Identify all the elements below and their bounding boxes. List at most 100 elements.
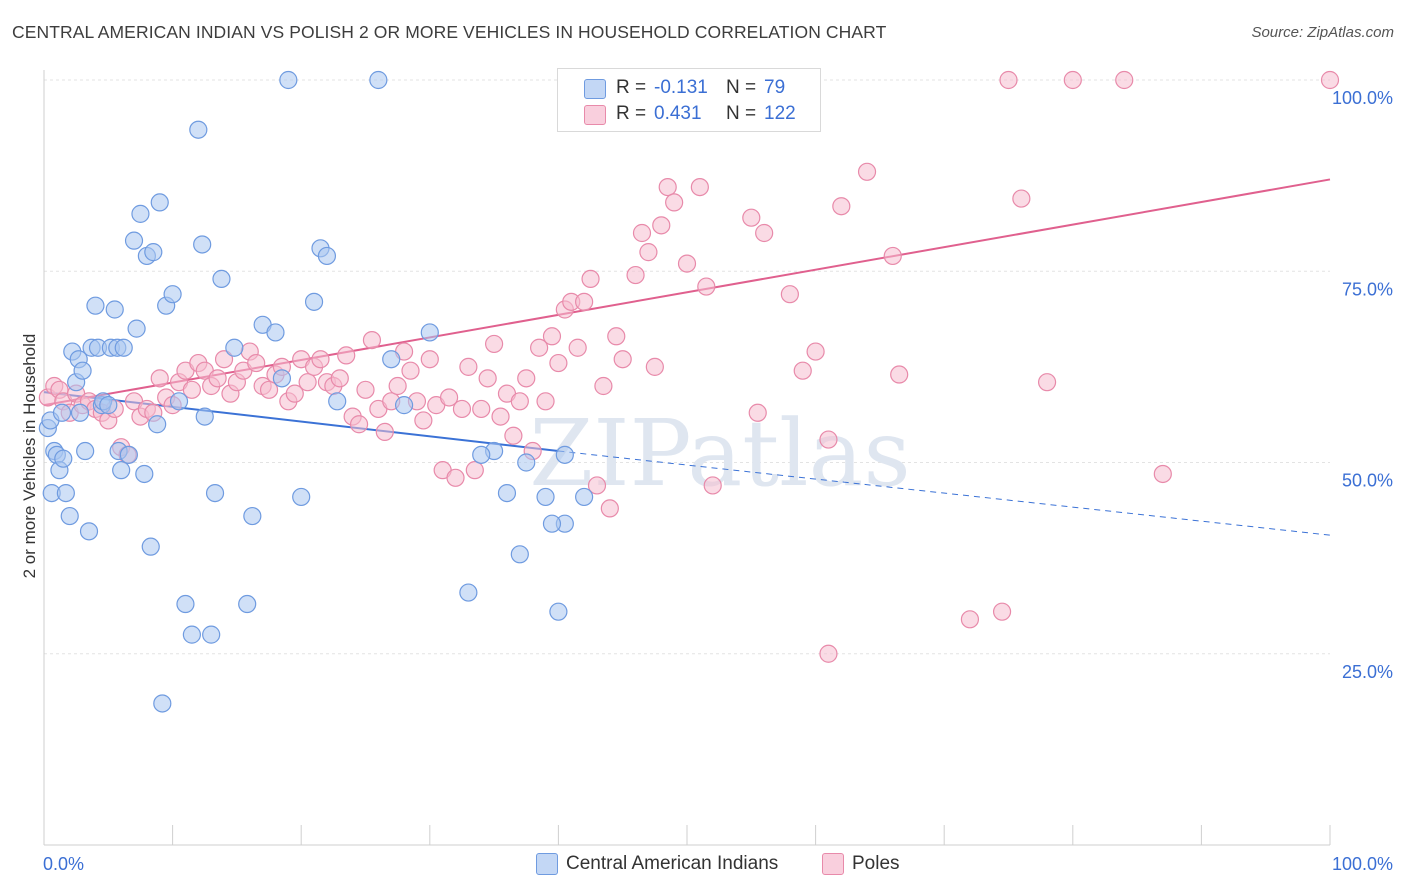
central-american-indians-point (141, 537, 160, 556)
central-american-indians-point (205, 484, 225, 503)
central-american-indians-point (243, 506, 262, 526)
poles-point (311, 350, 330, 369)
poles-point (626, 265, 645, 285)
poles-point (182, 380, 201, 399)
poles-point (349, 415, 369, 434)
central-american-indians-point (292, 487, 311, 507)
central-american-indians-point (79, 522, 99, 541)
poles-point (530, 338, 549, 357)
legend-r-label: R = (616, 103, 647, 124)
central-american-indians-point (542, 514, 562, 533)
central-american-indians-point (105, 300, 124, 319)
central-american-indians-point (124, 231, 144, 250)
poles-point (645, 357, 664, 376)
legend-swatch-blue (536, 853, 558, 875)
poles-point (594, 376, 613, 396)
poles-point (401, 361, 420, 380)
poles-point (1153, 464, 1172, 484)
x-tick-label: 0.0% (43, 854, 84, 874)
x-tick-label: 100.0% (1332, 854, 1393, 874)
poles-point (485, 334, 504, 354)
central-american-indians-point (112, 461, 131, 480)
poles-point (388, 376, 407, 396)
central-american-indians-point (369, 70, 388, 90)
central-american-indians-point (212, 269, 231, 288)
legend-r-value: -0.131 (654, 77, 708, 98)
poles-point (465, 461, 484, 480)
central-american-indians-point (195, 407, 214, 426)
poles-point (793, 361, 812, 380)
poles-point (1037, 373, 1057, 392)
central-american-indians-point (497, 484, 517, 503)
legend-n-value: 122 (764, 103, 796, 124)
central-american-indians-point (150, 193, 169, 212)
central-american-indians-point (148, 415, 167, 434)
poles-point (504, 426, 523, 445)
poles-point (690, 178, 709, 197)
poles-point (613, 350, 632, 369)
legend-n-label: N = (726, 77, 757, 98)
poles-point (214, 350, 234, 369)
poles-point (999, 70, 1018, 90)
legend-swatch-pink (584, 105, 606, 125)
poles-point (247, 353, 266, 373)
poles-point (806, 342, 825, 361)
poles-point (1115, 70, 1134, 90)
central-american-indians-point (54, 449, 73, 468)
central-american-indians-point (182, 625, 201, 644)
central-american-indians-point (225, 338, 244, 357)
source-label: Source: ZipAtlas.com (1251, 24, 1394, 41)
legend-label: Poles (852, 853, 900, 874)
chart-title: CENTRAL AMERICAN INDIAN VS POLISH 2 OR M… (12, 22, 887, 42)
poles-point (439, 388, 459, 407)
central-american-indians-point (536, 487, 555, 507)
central-american-indians-point (382, 350, 401, 369)
poles-point (755, 223, 774, 243)
poles-point (607, 327, 626, 346)
legend-n-value: 79 (764, 77, 786, 98)
y-tick-label: 50.0% (1342, 471, 1393, 491)
poles-point (542, 327, 562, 346)
poles-point (285, 384, 304, 403)
legend-r-label: R = (616, 77, 647, 98)
central-american-indians-point (127, 319, 146, 338)
central-american-indians-point (76, 441, 95, 461)
legend-label: Central American Indians (566, 853, 779, 874)
poles-point (832, 197, 851, 216)
central-american-indians-point (119, 445, 138, 464)
poles-point (780, 285, 799, 304)
central-american-indians-point (73, 361, 92, 380)
poles-point (1063, 70, 1082, 90)
legend-swatch-pink (822, 853, 844, 875)
central-american-indians-point (575, 487, 594, 507)
poles-point (510, 392, 529, 411)
poles-point (587, 476, 607, 495)
central-american-indians-point (328, 392, 347, 411)
central-american-indians-point (176, 594, 195, 614)
central-american-indians-point (555, 445, 574, 464)
poles-point (742, 208, 761, 227)
legend-n-label: N = (726, 103, 757, 124)
legend-swatch-blue (584, 79, 606, 99)
poles-point (658, 178, 677, 197)
poles-point (150, 369, 169, 388)
central-american-indians-trend-extension (558, 450, 1331, 536)
poles-point (960, 610, 980, 629)
poles-point (375, 422, 394, 441)
poles-point (208, 369, 227, 388)
poles-point (890, 365, 909, 384)
poles-point (748, 403, 767, 422)
poles-point (459, 357, 478, 376)
central-american-indians-point (86, 296, 105, 315)
poles-point (1012, 189, 1031, 208)
central-american-indians-point (279, 70, 298, 90)
poles-point (992, 602, 1012, 621)
poles-point (446, 468, 465, 487)
poles-point (536, 392, 555, 411)
y-tick-label: 100.0% (1332, 88, 1393, 108)
poles-point (259, 380, 279, 399)
poles-point (1320, 70, 1340, 90)
poles-point (819, 430, 838, 449)
central-american-indians-point (114, 338, 133, 357)
